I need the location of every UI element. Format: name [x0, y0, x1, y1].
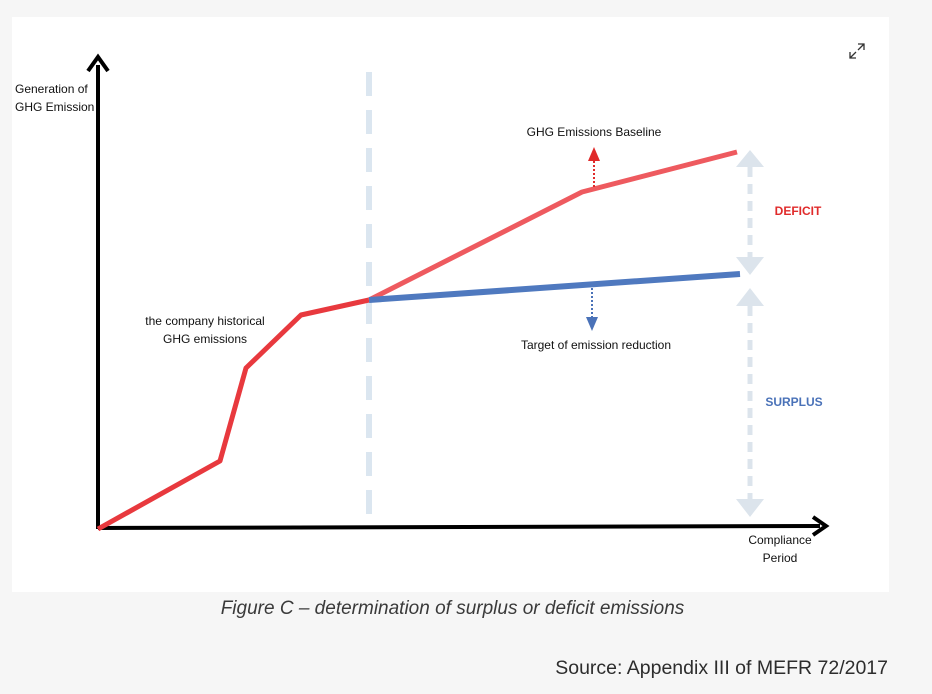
- y-axis-arrowhead: [86, 53, 110, 73]
- x-axis: [97, 524, 821, 530]
- source-note: Source: Appendix III of MEFR 72/2017: [555, 657, 888, 679]
- y-axis-label-line2: GHG Emission: [15, 100, 94, 114]
- historical-label-line2: GHG emissions: [163, 332, 247, 346]
- figure-caption: Figure C – determination of surplus or d…: [220, 598, 685, 619]
- emissions-diagram: Generation of GHG Emission Compliance Pe…: [15, 53, 830, 565]
- baseline-line: [367, 149, 738, 303]
- historical-label-line1: the company historical: [145, 314, 264, 328]
- deficit-range-arrow: [736, 150, 764, 275]
- surplus-range-arrow: [736, 288, 764, 517]
- target-line: [368, 271, 741, 303]
- deficit-label: DEFICIT: [775, 204, 822, 218]
- y-axis-label-line1: Generation of: [15, 82, 88, 96]
- baseline-label: GHG Emissions Baseline: [527, 125, 662, 139]
- x-axis-arrowhead: [811, 515, 830, 537]
- surplus-label: SURPLUS: [765, 395, 822, 409]
- figure-panel: Generation of GHG Emission Compliance Pe…: [12, 17, 889, 592]
- x-axis-label-line1: Compliance: [748, 533, 812, 547]
- x-axis-label-line2: Period: [763, 551, 798, 565]
- expand-icon[interactable]: [847, 41, 867, 61]
- historical-emissions-line: [96, 297, 370, 532]
- target-label: Target of emission reduction: [521, 338, 671, 352]
